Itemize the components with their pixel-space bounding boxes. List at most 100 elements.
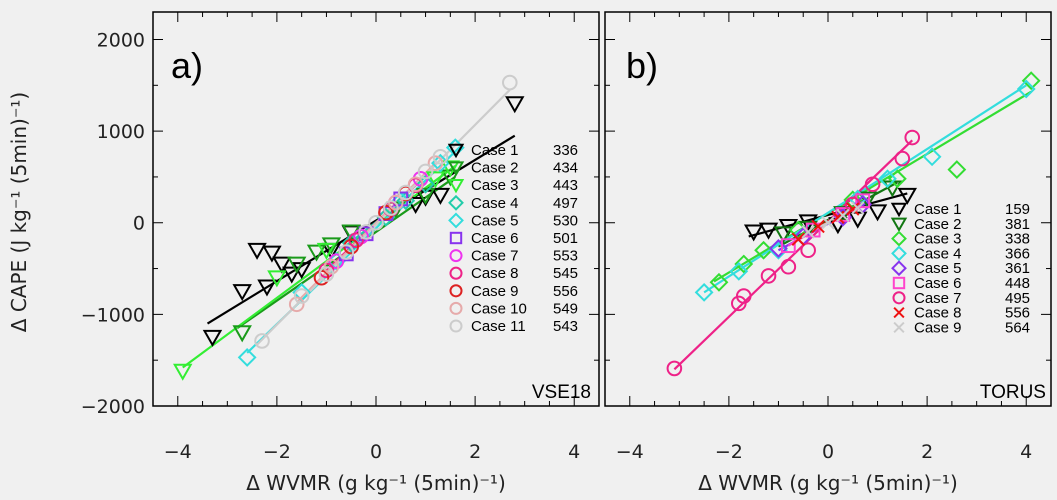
data-point — [821, 216, 835, 230]
data-point — [851, 201, 865, 215]
data-point — [368, 214, 384, 231]
data-point — [272, 256, 292, 274]
data-point — [864, 176, 881, 193]
legend-count: 501 — [553, 230, 578, 247]
y-tick-label: 0 — [133, 213, 145, 235]
data-point — [282, 266, 302, 284]
legend-label: Case 6 — [471, 230, 519, 247]
data-point — [286, 256, 307, 274]
data-point — [316, 242, 337, 260]
legend-label: Case 2 — [471, 160, 519, 177]
data-point — [440, 169, 461, 187]
legend-marker — [893, 307, 905, 319]
legend-a: Case 1 336 Case 2 434 Case 3 443 Case 4 497 Case… — [447, 142, 578, 335]
data-point — [780, 258, 797, 275]
data-point — [505, 96, 525, 114]
y-axis-title: Δ CAPE (J kg⁻¹ (5min)⁻¹) — [7, 92, 31, 332]
x-tick-label: 2 — [469, 441, 481, 463]
data-point — [857, 191, 878, 209]
data-point — [417, 163, 434, 180]
legend-count: 159 — [1005, 201, 1030, 218]
data-point — [878, 169, 897, 189]
x-tick-label: 2 — [921, 441, 933, 463]
legend-label: Case 3 — [471, 177, 519, 194]
x-tick-label: −4 — [164, 441, 192, 463]
x-tick-label: 0 — [370, 441, 382, 463]
data-point — [894, 150, 911, 167]
data-point — [769, 240, 788, 260]
legend-count: 366 — [1005, 245, 1030, 262]
legend-count: 530 — [553, 212, 578, 229]
legend-label: Case 4 — [914, 245, 962, 262]
data-point — [904, 129, 921, 146]
data-point — [758, 222, 779, 240]
legend-marker — [449, 284, 463, 298]
legend-marker — [447, 179, 465, 194]
plot-area-a — [153, 12, 599, 406]
data-point — [338, 244, 355, 260]
legend-marker — [890, 217, 908, 232]
data-point — [306, 244, 327, 262]
legend-label: Case 7 — [914, 290, 962, 307]
legend-count: 543 — [553, 318, 578, 335]
panel-label-a: a) — [171, 45, 203, 86]
data-point — [202, 329, 223, 347]
data-point — [734, 254, 754, 274]
data-point — [232, 284, 252, 302]
data-point — [846, 202, 860, 216]
panel-label-b: b) — [626, 45, 658, 86]
data-point — [254, 333, 270, 349]
data-point — [407, 176, 424, 193]
legend-label: Case 1 — [471, 142, 519, 159]
data-point — [405, 197, 426, 215]
legend-label: Case 6 — [914, 275, 962, 292]
data-point — [729, 261, 749, 281]
legend-count: 556 — [1005, 305, 1030, 322]
legend-count: 338 — [1005, 231, 1030, 248]
data-point — [425, 171, 446, 189]
y-tick-label: −2000 — [81, 396, 145, 418]
data-point — [257, 279, 277, 297]
legend-marker — [449, 266, 463, 280]
legend-marker — [890, 202, 908, 218]
legend-marker — [893, 321, 905, 333]
x-tick-label: 0 — [822, 441, 834, 463]
legend-count: 443 — [553, 177, 578, 194]
plot-area-b — [605, 12, 1051, 406]
legend-label: Case 5 — [471, 212, 519, 229]
legend-marker — [448, 194, 464, 211]
x-tick-label: −2 — [715, 441, 743, 463]
data-point — [760, 268, 777, 284]
dataset-label-b: TORUS — [980, 382, 1046, 403]
x-tick-label: 4 — [568, 441, 580, 463]
data-point — [237, 348, 257, 367]
data-point — [743, 224, 764, 242]
legend-count: 553 — [553, 248, 578, 265]
legend-marker — [449, 301, 463, 315]
data-point — [709, 272, 729, 292]
legend-marker — [449, 319, 463, 333]
data-point — [694, 282, 714, 302]
legend-b: Case 1 159 Case 2 381 Case 3 338 Case 4 366 Case… — [890, 201, 1030, 336]
data-point — [800, 242, 816, 259]
data-point — [836, 208, 850, 223]
legend-marker — [892, 276, 906, 290]
legend-marker — [891, 245, 907, 262]
legend-count: 495 — [1005, 290, 1030, 307]
plot-frame-b — [604, 11, 1052, 407]
data-point — [811, 219, 825, 234]
legend-marker — [891, 260, 907, 277]
legend-count: 448 — [1005, 275, 1030, 292]
data-point — [293, 288, 310, 304]
legend-label: Case 4 — [471, 195, 519, 212]
legend-label: Case 3 — [914, 231, 962, 248]
fit-line — [748, 192, 908, 238]
legend-marker — [449, 231, 463, 245]
data-point — [1016, 79, 1036, 99]
legend-label: Case 8 — [914, 305, 962, 322]
x-tick-label: 4 — [1020, 441, 1032, 463]
legend-marker — [447, 161, 465, 176]
data-point — [267, 270, 287, 288]
